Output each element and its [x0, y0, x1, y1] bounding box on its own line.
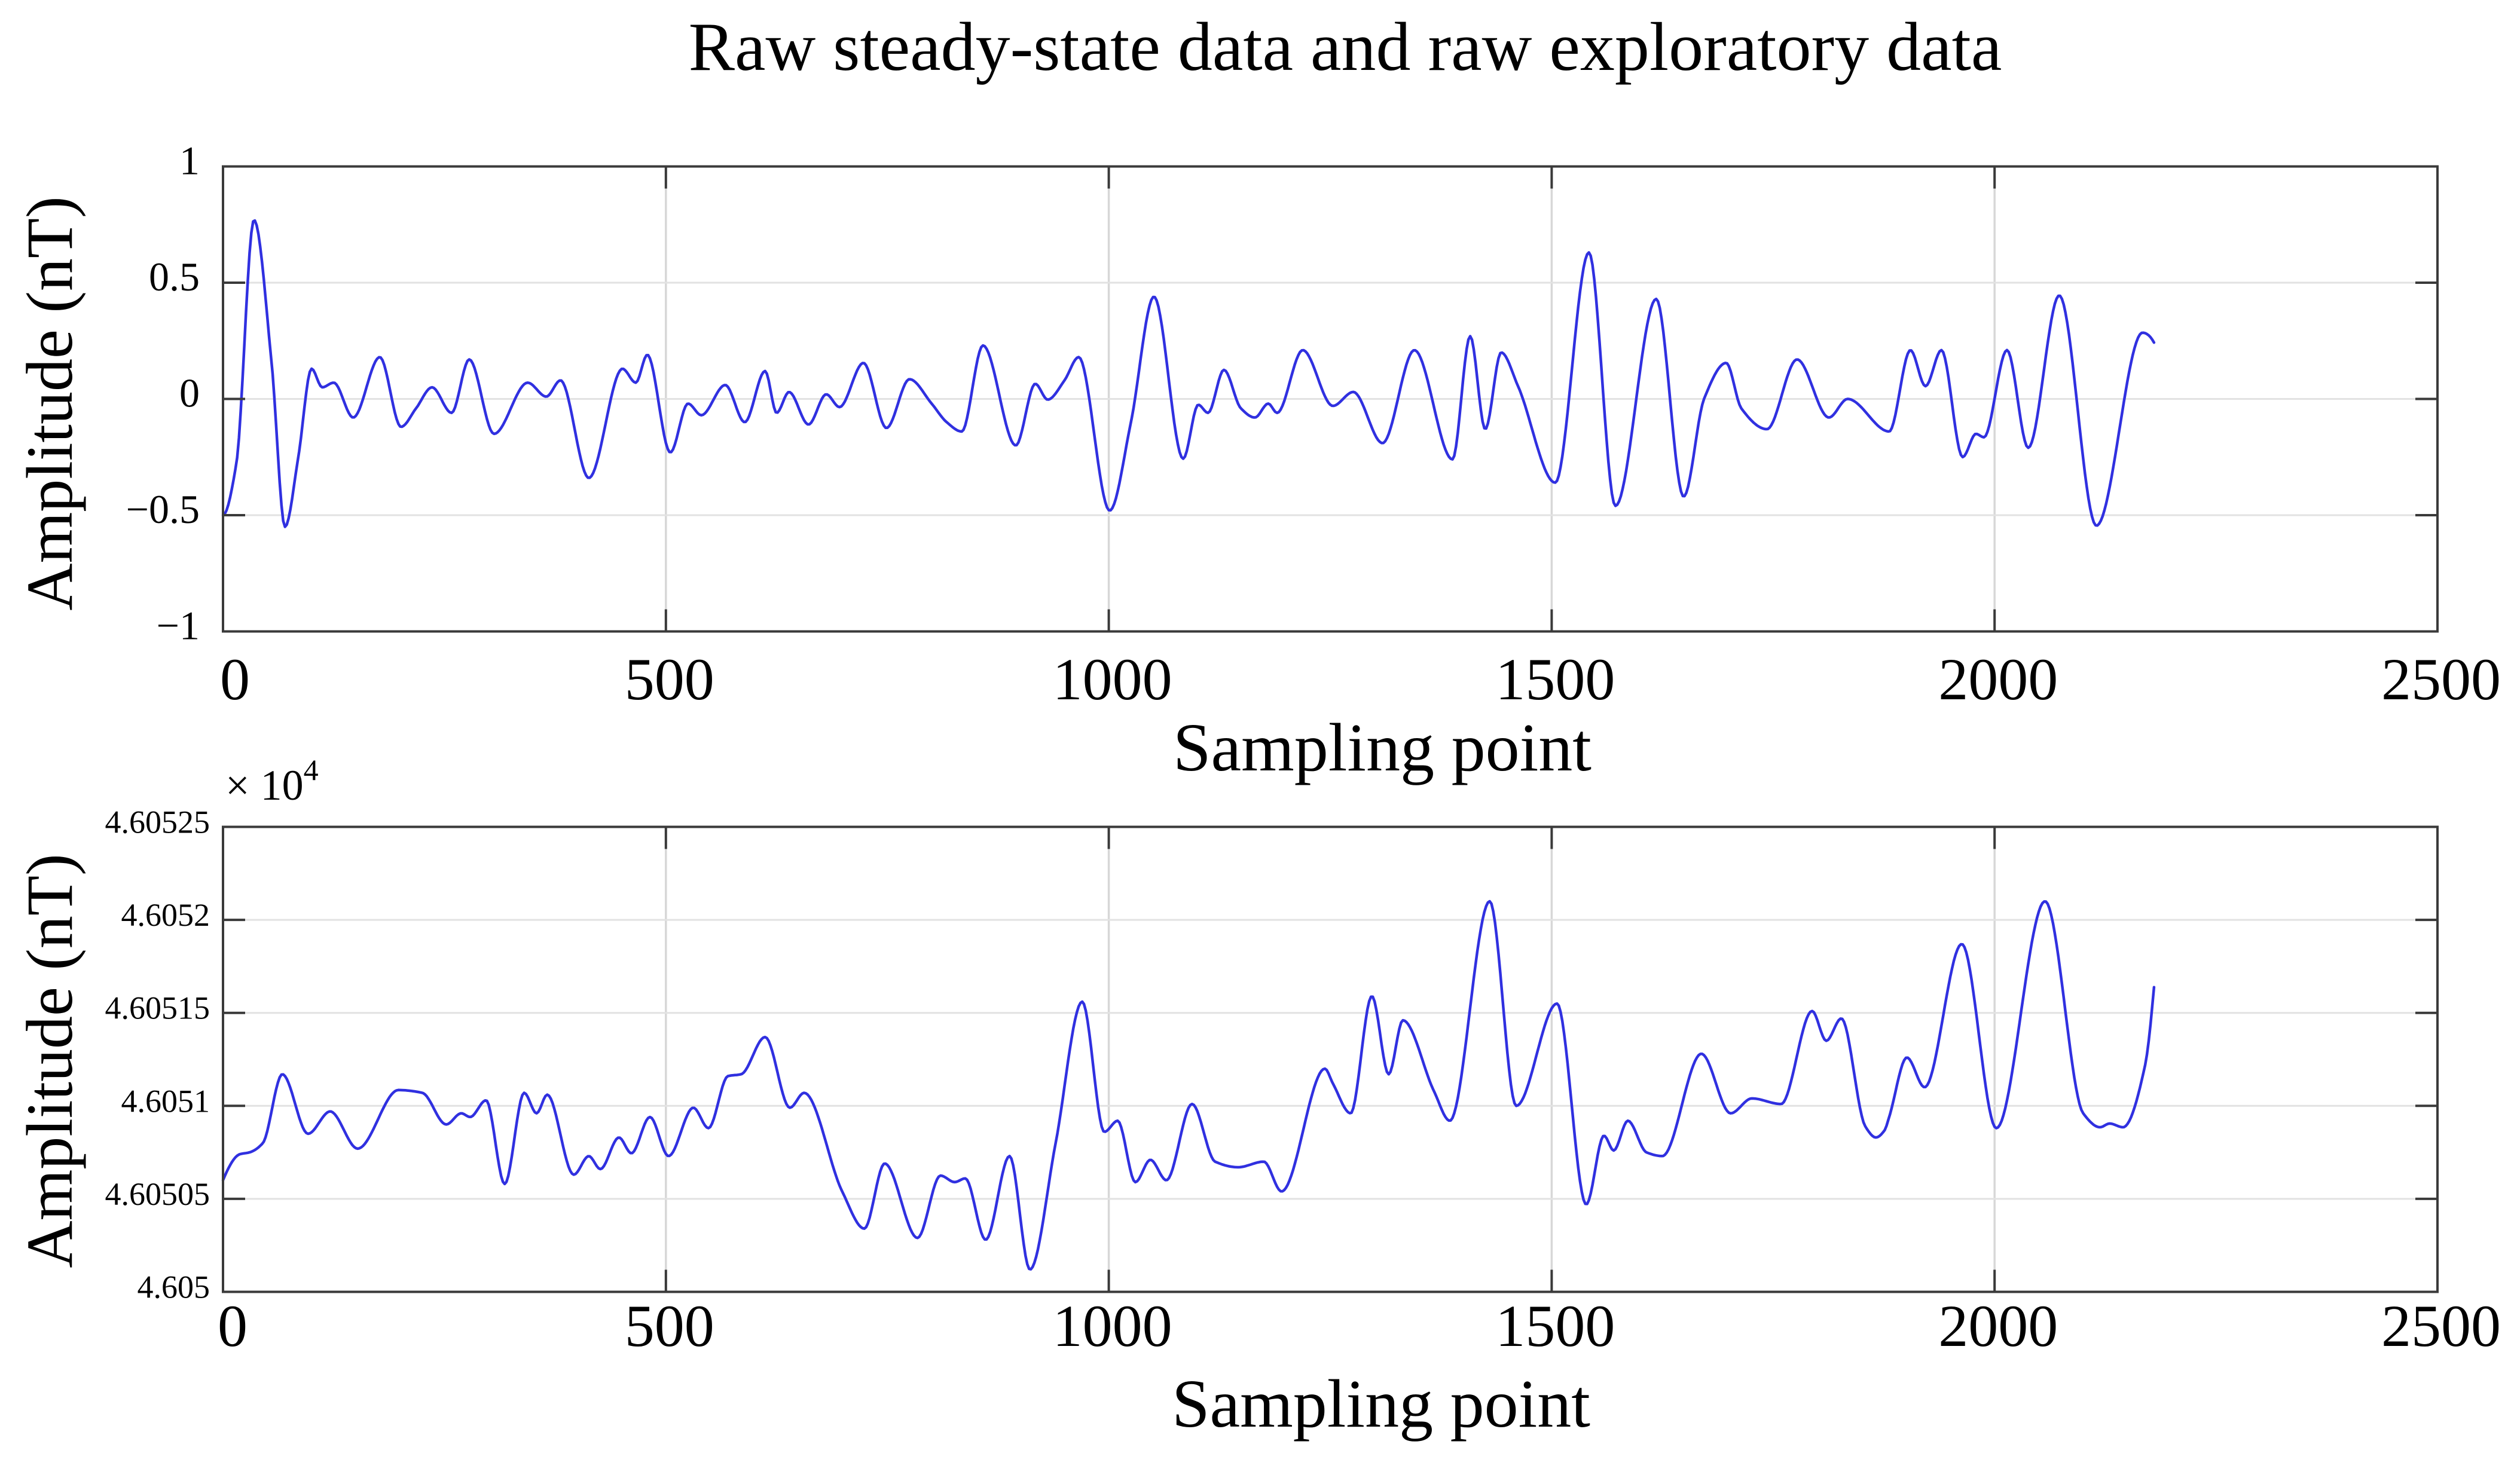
- svg-text:4.60525: 4.60525: [105, 804, 210, 840]
- svg-text:0: 0: [220, 646, 250, 712]
- svg-text:2000: 2000: [1938, 1293, 2058, 1359]
- svg-text:500: 500: [625, 1293, 714, 1359]
- svg-text:Amplitude (nT): Amplitude (nT): [13, 196, 86, 610]
- svg-text:0.5: 0.5: [149, 254, 200, 299]
- svg-text:2000: 2000: [1938, 646, 2058, 712]
- svg-text:1: 1: [179, 138, 200, 183]
- svg-text:4.60505: 4.60505: [105, 1176, 210, 1212]
- svg-text:2500: 2500: [2381, 1293, 2501, 1359]
- svg-text:1000: 1000: [1053, 646, 1172, 712]
- svg-text:4.605: 4.605: [138, 1269, 210, 1305]
- svg-text:1000: 1000: [1053, 1293, 1172, 1359]
- svg-text:−1: −1: [157, 603, 200, 648]
- svg-text:0: 0: [179, 371, 200, 416]
- svg-text:1500: 1500: [1495, 1293, 1615, 1359]
- svg-text:−0.5: −0.5: [126, 486, 200, 532]
- svg-text:1500: 1500: [1495, 646, 1615, 712]
- svg-text:0: 0: [218, 1293, 248, 1359]
- svg-text:4.60515: 4.60515: [105, 990, 210, 1026]
- svg-text:4.6052: 4.6052: [121, 897, 210, 933]
- svg-text:Sampling point: Sampling point: [1173, 709, 1592, 785]
- svg-text:500: 500: [625, 646, 714, 712]
- svg-text:× 104: × 104: [225, 753, 319, 809]
- svg-text:Raw steady-state data and raw: Raw steady-state data and raw explorator…: [689, 9, 2002, 85]
- svg-text:2500: 2500: [2381, 646, 2501, 712]
- svg-text:Sampling point: Sampling point: [1172, 1366, 1590, 1442]
- svg-text:Amplitude (nT): Amplitude (nT): [13, 853, 86, 1268]
- svg-text:4.6051: 4.6051: [121, 1083, 210, 1119]
